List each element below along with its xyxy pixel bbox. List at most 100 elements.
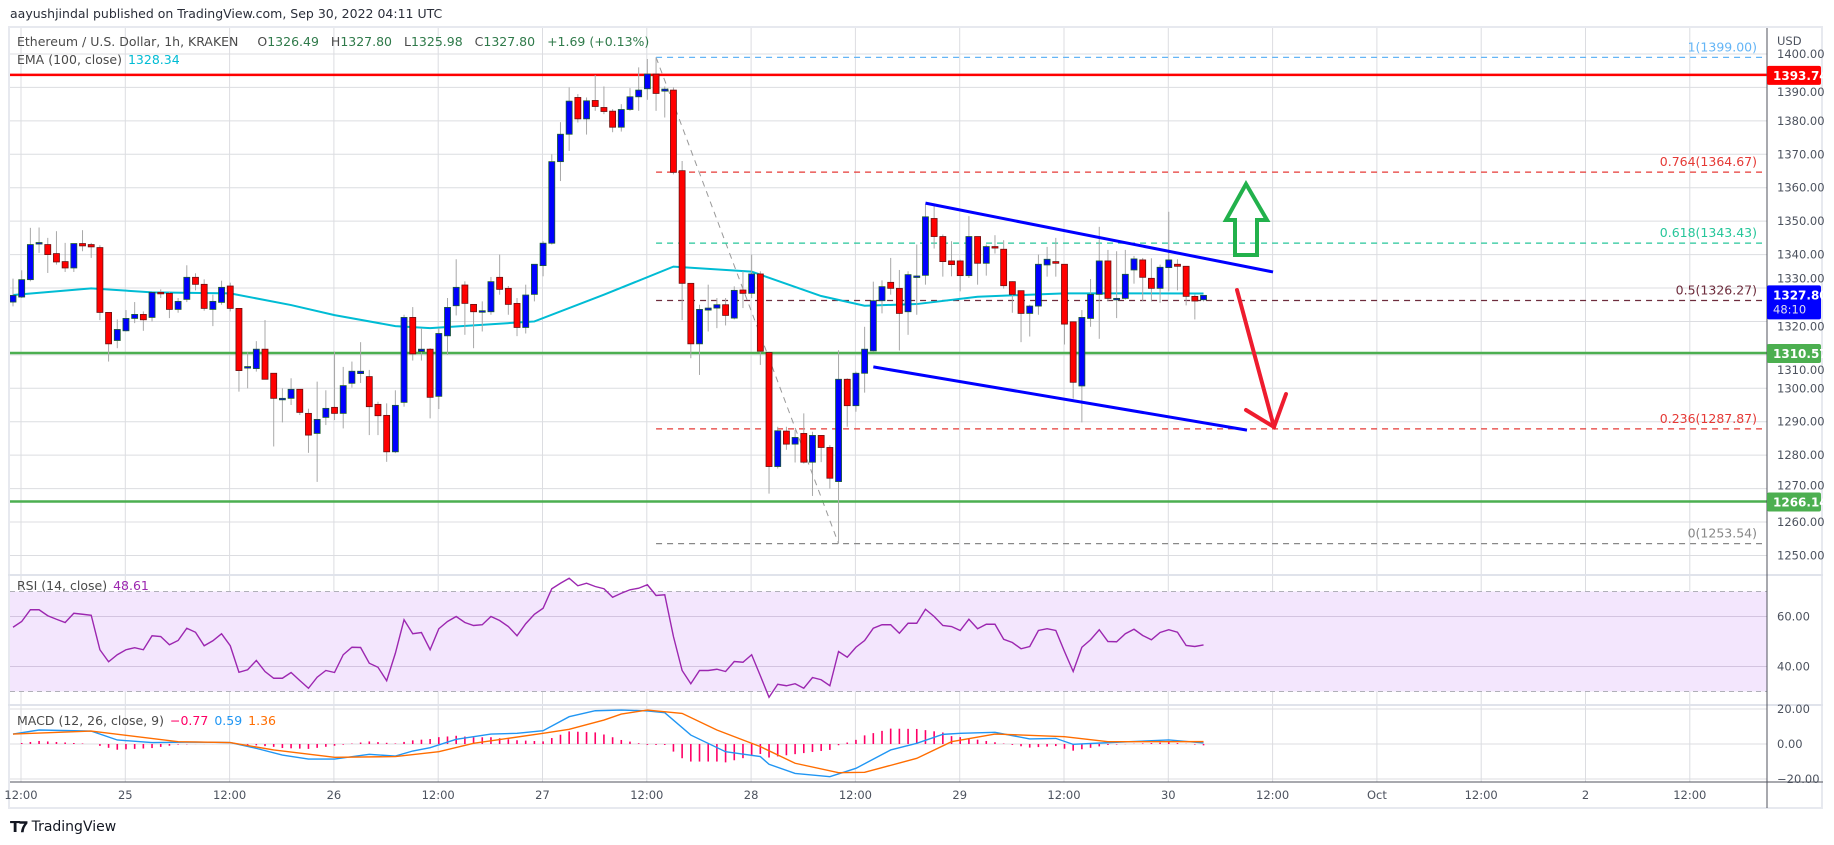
candle — [487, 276, 495, 315]
candle-body — [661, 88, 669, 92]
price-tick-label: 1330.00 — [1777, 271, 1825, 285]
candle — [1008, 281, 1016, 313]
candle — [148, 291, 156, 322]
candle-body — [982, 246, 990, 264]
candle-body — [626, 96, 634, 110]
candle-body — [1069, 321, 1077, 383]
rsi-pane — [12, 577, 1204, 699]
candle — [105, 312, 112, 362]
candle — [539, 241, 547, 277]
candle — [670, 87, 677, 175]
candle-body — [522, 294, 530, 328]
price-level-tag-label: 1266.14 — [1773, 495, 1828, 509]
candle-body — [1017, 290, 1025, 314]
fib-level-label: 0.764(1364.67) — [1660, 154, 1757, 169]
price-tick-label: 1320.00 — [1777, 319, 1825, 333]
rsi-line — [12, 577, 1204, 699]
candle — [1130, 255, 1138, 284]
macd-hist-value: −0.77 — [170, 713, 209, 728]
close-value: 1327.80 — [483, 34, 536, 49]
candle — [1147, 258, 1155, 302]
candle — [131, 302, 139, 324]
candle — [635, 67, 643, 111]
candle — [331, 351, 338, 421]
red-down-arrow[interactable] — [1235, 288, 1288, 430]
candle-body — [783, 430, 790, 445]
candle — [609, 109, 617, 133]
low-value: 1325.98 — [410, 34, 463, 49]
candle-body — [148, 291, 156, 318]
candle-body — [235, 308, 243, 371]
fib-level-label: 0.5(1326.27) — [1676, 282, 1757, 297]
price-level-tag-label: 1310.57 — [1773, 347, 1828, 361]
green-up-arrow[interactable] — [1222, 179, 1271, 257]
candle-body — [1113, 297, 1121, 301]
candle-body — [956, 260, 964, 277]
candle-body — [113, 329, 121, 341]
candle — [956, 259, 964, 292]
candle — [722, 298, 729, 326]
candle-body — [965, 236, 973, 277]
candle-body — [1035, 263, 1042, 307]
candle — [79, 230, 86, 252]
candle-body — [53, 253, 60, 263]
fib-level-label: 0(1253.54) — [1688, 526, 1757, 541]
candle-body — [1182, 265, 1190, 297]
candle-body — [748, 273, 756, 294]
candle — [174, 298, 182, 313]
tradingview-brand[interactable]: T𝟕 TradingView — [10, 818, 116, 836]
candle-body — [1026, 305, 1034, 314]
candle-body — [548, 161, 556, 244]
candle — [713, 298, 721, 329]
candle — [783, 426, 790, 450]
ema-legend[interactable]: EMA (100, close) 1328.34 — [17, 52, 180, 67]
candle-body — [452, 286, 460, 307]
time-tick-label: 25 — [118, 788, 133, 802]
candle-body — [374, 403, 382, 417]
candle — [843, 378, 851, 427]
macd-legend[interactable]: MACD (12, 26, close, 9) −0.77 0.59 1.36 — [17, 713, 276, 728]
symbol-legend: Ethereum / U.S. Dollar, 1h, KRAKEN O1326… — [17, 34, 649, 49]
candle-body — [713, 304, 721, 309]
candle — [661, 86, 669, 118]
price-tick-label: 1370.00 — [1777, 147, 1825, 161]
candle — [183, 265, 191, 303]
candle-body — [869, 300, 877, 352]
candle — [591, 75, 599, 111]
candle — [374, 401, 382, 436]
candle-body — [131, 314, 139, 319]
candle — [252, 341, 260, 372]
price-tick-label: 1360.00 — [1777, 181, 1825, 195]
candle-body — [444, 306, 451, 337]
candle-body — [226, 285, 234, 309]
candle — [478, 301, 486, 332]
candle — [278, 388, 286, 423]
candle — [270, 372, 278, 447]
candle — [878, 280, 886, 314]
candle-body — [730, 289, 738, 319]
candle — [444, 298, 451, 355]
rsi-legend[interactable]: RSI (14, close) 48.61 — [17, 578, 149, 593]
axes: 1(1399.00) 0.764(1364.67) 0.618(1343.43) 0.… — [4, 28, 1828, 808]
candle — [122, 310, 130, 332]
candle — [10, 278, 17, 307]
candle-body — [26, 244, 34, 281]
candle — [305, 408, 312, 453]
candle-body — [1200, 294, 1207, 301]
macd-signal-line — [12, 709, 1204, 774]
time-tick-label: Oct — [1367, 788, 1387, 802]
candle — [435, 328, 443, 410]
fib-trend-line — [655, 57, 840, 544]
candle — [982, 244, 990, 276]
close-label: C — [474, 34, 484, 49]
candle-body — [696, 309, 703, 345]
candle-body — [513, 302, 521, 328]
candle-body — [1078, 317, 1086, 387]
macd-tick-label: −20.00 — [1777, 772, 1820, 786]
candle — [496, 254, 504, 295]
time-tick-label: 29 — [952, 788, 967, 802]
candle — [1017, 290, 1025, 343]
candle — [200, 279, 208, 311]
candle — [1104, 249, 1112, 302]
